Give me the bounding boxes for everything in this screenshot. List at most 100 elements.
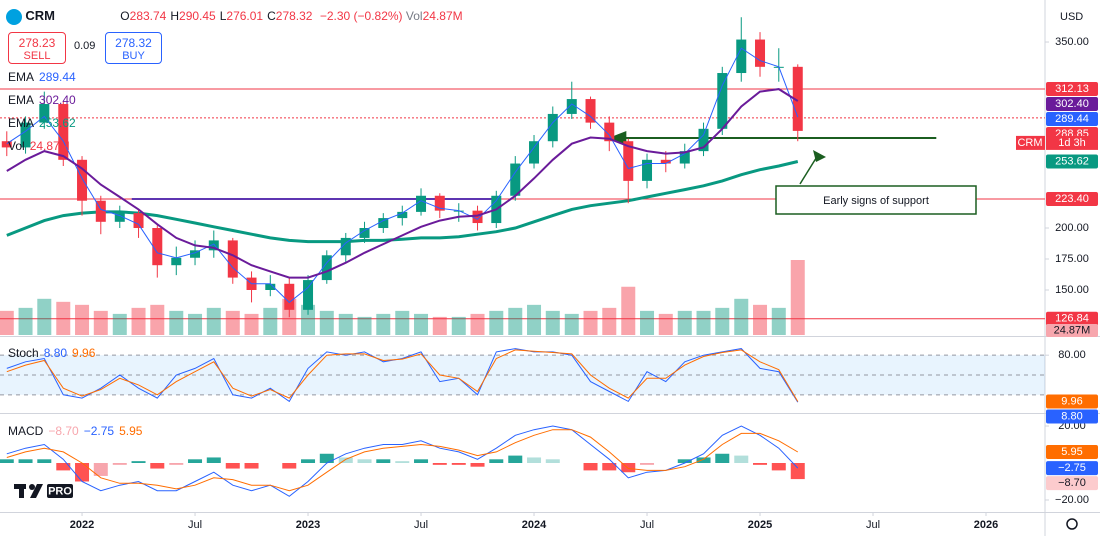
candle-body bbox=[340, 237, 351, 256]
macd-histogram-bar bbox=[395, 461, 410, 463]
symbol[interactable]: CRM bbox=[25, 8, 55, 23]
x-tick-label: 2023 bbox=[296, 519, 320, 531]
vol-key: Vol bbox=[405, 9, 423, 23]
candle-body bbox=[208, 240, 219, 251]
volume-bar bbox=[150, 304, 165, 335]
sell-price[interactable]: 278.23 bbox=[18, 36, 56, 50]
macd-histogram-bar bbox=[0, 459, 14, 463]
volume-bar bbox=[414, 313, 429, 335]
macd-histogram-bar bbox=[734, 455, 749, 463]
macd-histogram-bar bbox=[602, 463, 617, 471]
volume-bar bbox=[583, 310, 598, 335]
macd-histogram-bar bbox=[432, 463, 447, 465]
price-badge bbox=[1046, 476, 1098, 491]
macd-histogram-bar bbox=[56, 463, 71, 471]
volume-bar bbox=[658, 313, 673, 335]
legend-value: 9.96 bbox=[72, 346, 96, 360]
volume-bar bbox=[470, 313, 485, 335]
candle-body bbox=[547, 113, 558, 142]
volume-bar bbox=[56, 301, 71, 335]
legend: MACD −8.70 −2.75 5.95 bbox=[8, 424, 147, 438]
volume-bar bbox=[75, 304, 90, 335]
price-badge bbox=[1046, 409, 1098, 424]
candle-body bbox=[152, 228, 163, 266]
candle-body bbox=[529, 141, 540, 164]
price-badge bbox=[1046, 311, 1098, 326]
legend-value: 253.62 bbox=[39, 116, 76, 130]
price-badge bbox=[1046, 154, 1098, 169]
sell-label[interactable]: SELL bbox=[23, 50, 51, 62]
candle-body bbox=[321, 255, 332, 281]
candle-body bbox=[378, 218, 389, 229]
buy-button[interactable]: 278.32 BUY bbox=[105, 32, 162, 64]
candle-body bbox=[642, 159, 653, 181]
macd-histogram-bar bbox=[225, 463, 240, 469]
candle-body bbox=[284, 283, 295, 310]
logo-shape bbox=[19, 484, 24, 498]
price-badge bbox=[1046, 191, 1098, 206]
volume-bar bbox=[112, 313, 127, 335]
quote-value: 290.45 bbox=[179, 9, 216, 23]
macd-histogram-bar bbox=[206, 457, 221, 463]
candle-body bbox=[660, 159, 671, 164]
legend-value: 5.95 bbox=[119, 424, 143, 438]
legend-name: EMA bbox=[8, 116, 35, 130]
candle-body bbox=[397, 211, 408, 219]
buy-price[interactable]: 278.32 bbox=[115, 36, 152, 50]
volume-bar bbox=[395, 310, 410, 335]
candle-body bbox=[95, 200, 106, 222]
x-tick-label: Jul bbox=[414, 519, 428, 531]
macd-histogram-bar bbox=[545, 459, 560, 463]
macd-histogram-bar bbox=[131, 461, 146, 463]
macd-histogram-bar bbox=[169, 463, 184, 465]
ema-line bbox=[6, 88, 799, 279]
volume-bar bbox=[0, 310, 14, 335]
price-badge-label: 302.40 bbox=[1055, 98, 1089, 110]
gear-icon[interactable] bbox=[1066, 518, 1078, 530]
volume-bar bbox=[319, 310, 334, 335]
ema-line bbox=[6, 47, 799, 304]
candle-body bbox=[39, 104, 50, 123]
price-badge-label: 312.13 bbox=[1055, 83, 1089, 95]
quote-key: C bbox=[267, 9, 276, 23]
candle-body bbox=[755, 39, 766, 67]
macd-histogram-bar bbox=[301, 459, 316, 463]
quote-value: 283.74 bbox=[129, 9, 167, 23]
logo-shape bbox=[29, 484, 35, 490]
buy-label[interactable]: BUY bbox=[122, 50, 145, 62]
legend: Vol 24.87M bbox=[8, 139, 75, 153]
volume-bar bbox=[602, 307, 617, 335]
macd-histogram-bar bbox=[319, 453, 334, 463]
candle-body bbox=[434, 195, 445, 211]
price-badge-label: 8.80 bbox=[1061, 410, 1082, 422]
macd-histogram-bar bbox=[753, 463, 768, 465]
macd-histogram-bar bbox=[696, 457, 711, 463]
volume-bar bbox=[338, 313, 353, 335]
macd-histogram-bar bbox=[715, 453, 730, 463]
price-badge-label: 9.96 bbox=[1061, 395, 1082, 407]
macd-histogram-bar bbox=[338, 457, 353, 463]
candle-body bbox=[472, 210, 483, 224]
legend-name: Vol bbox=[8, 139, 25, 153]
legend: Stoch 8.80 9.96 bbox=[8, 346, 100, 360]
volume-bar bbox=[301, 304, 316, 335]
candle-body bbox=[566, 99, 577, 114]
y-tick-label: 150.00 bbox=[1055, 284, 1089, 296]
volume-bar bbox=[790, 260, 805, 335]
sell-button[interactable]: 278.23 SELL bbox=[8, 32, 66, 64]
macd-histogram-bar bbox=[188, 459, 203, 463]
candle-body bbox=[679, 151, 690, 164]
x-tick-label: Jul bbox=[188, 519, 202, 531]
candle-body bbox=[133, 213, 144, 229]
volume-bar bbox=[225, 310, 240, 335]
volume-bar bbox=[169, 310, 184, 335]
logo: PRO bbox=[14, 484, 73, 498]
settings-button[interactable] bbox=[1066, 518, 1078, 530]
legend: EMA 302.40 bbox=[8, 93, 81, 107]
volume-bar bbox=[376, 313, 391, 335]
candle-body bbox=[623, 141, 634, 181]
price-badge bbox=[1046, 461, 1098, 476]
currency[interactable]: USD bbox=[1060, 11, 1083, 23]
